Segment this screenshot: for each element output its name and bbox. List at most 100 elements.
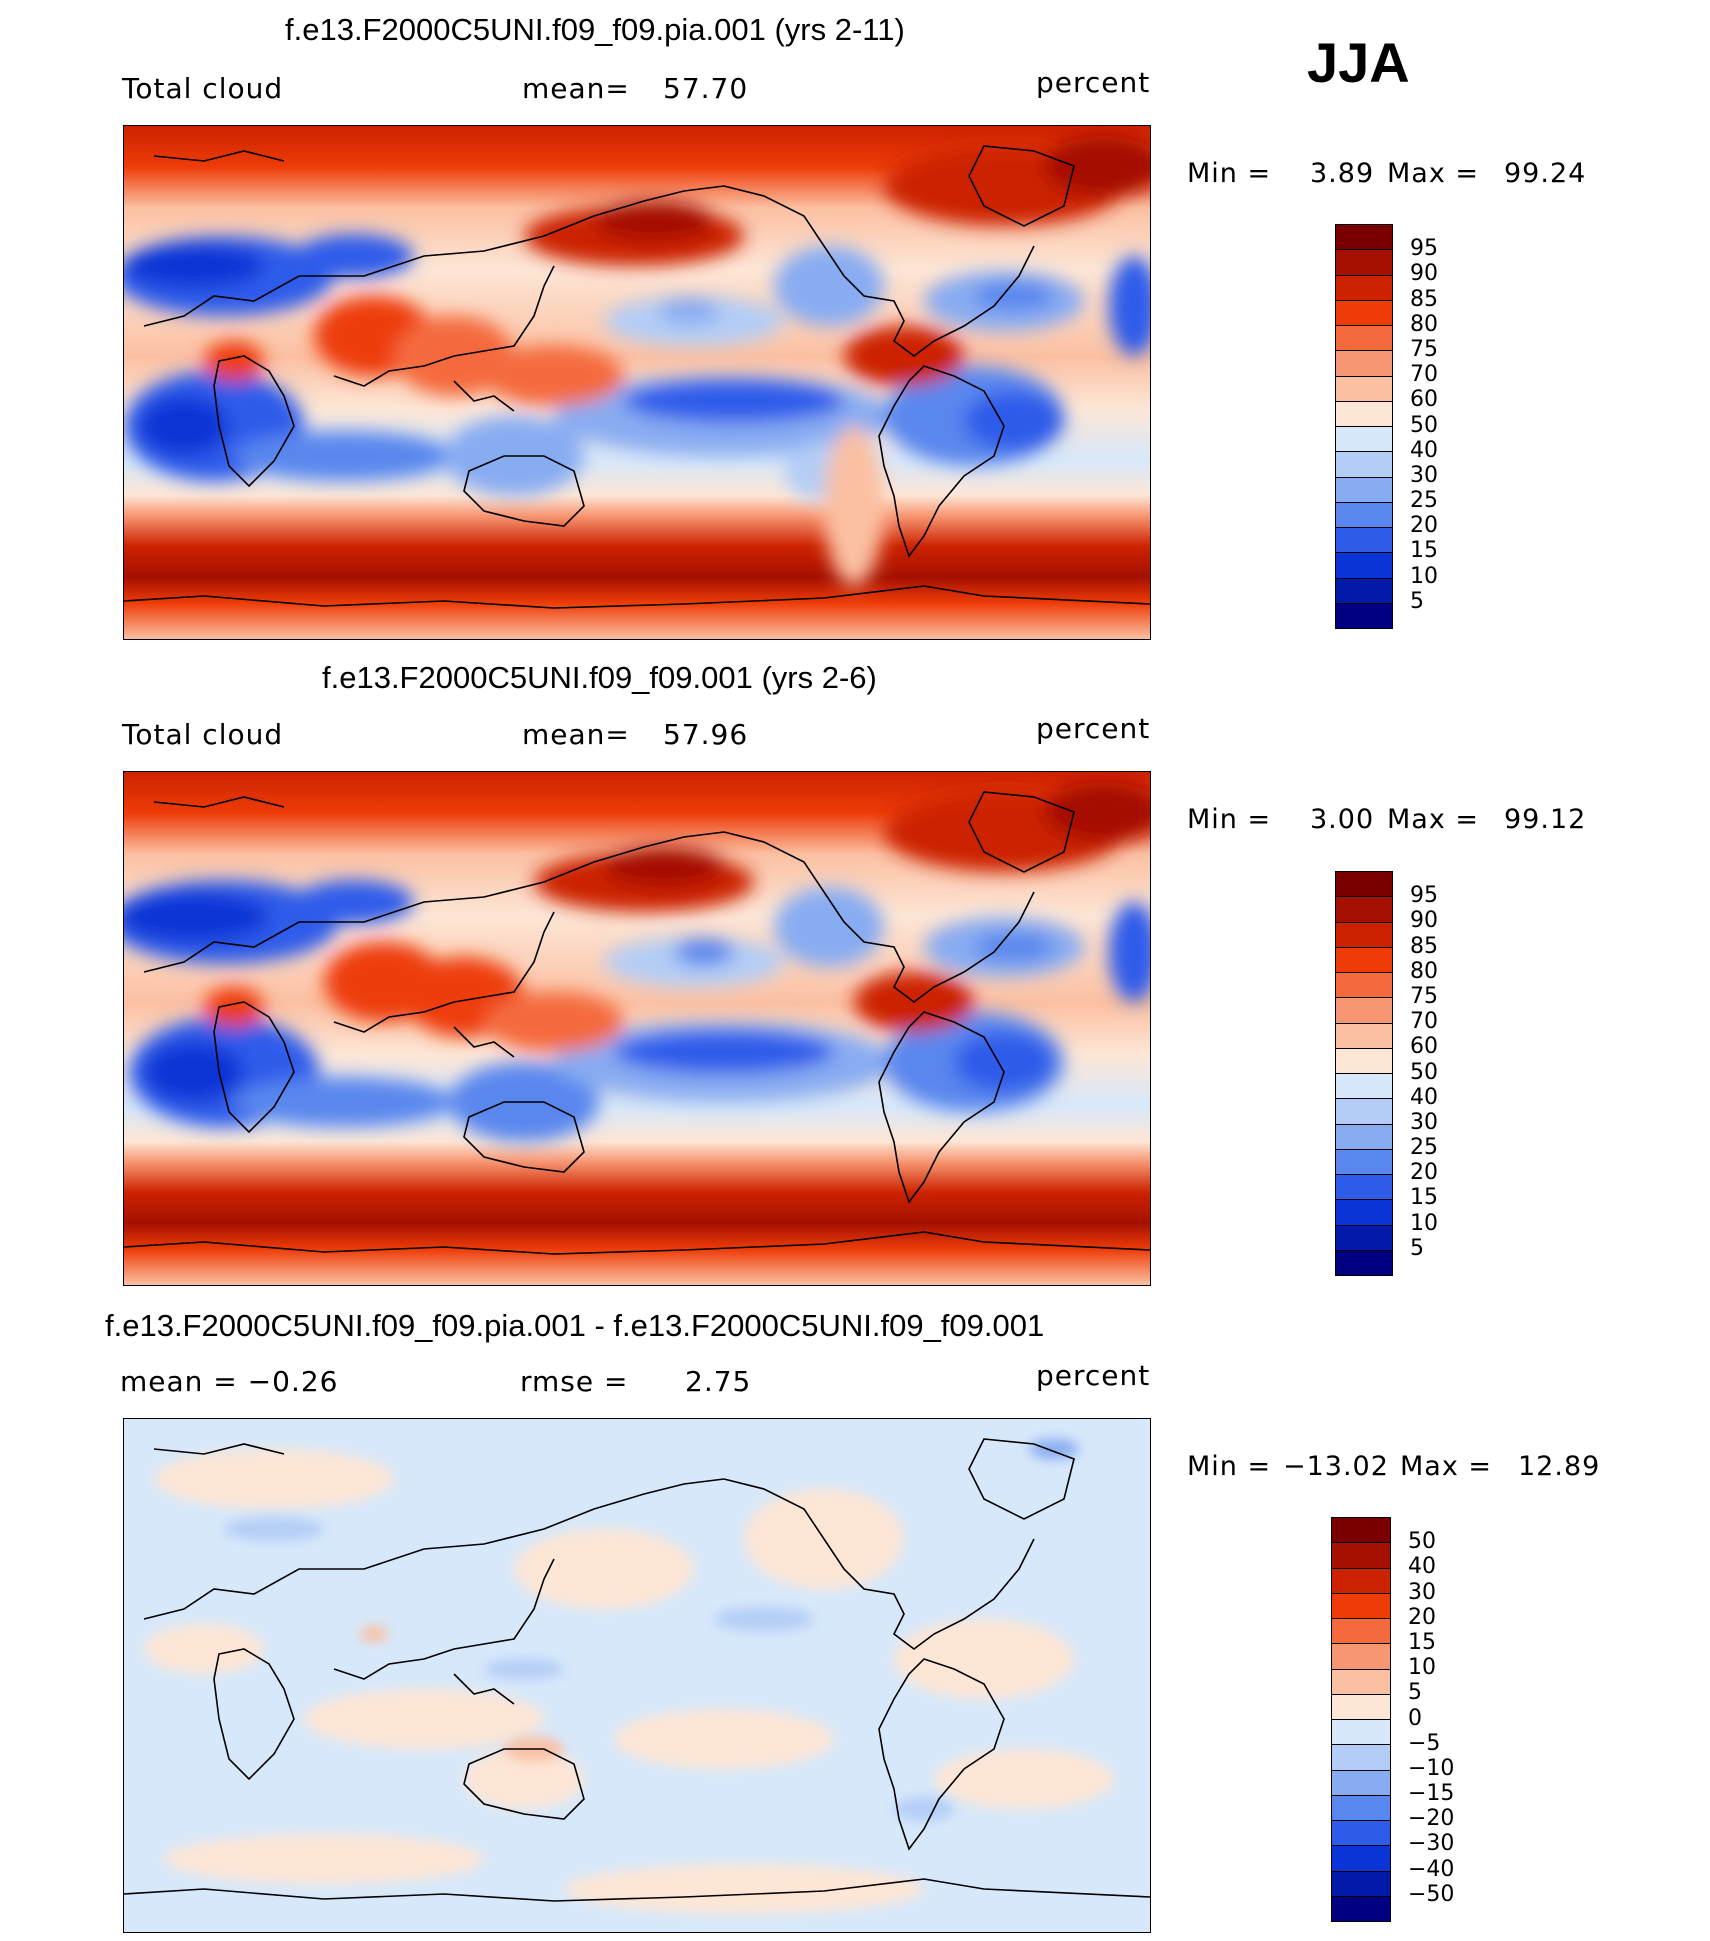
colorbar-tick-label: 25 [1410, 488, 1438, 514]
colorbar-tick-label: 15 [1410, 1185, 1438, 1211]
colorbar-swatch [1336, 577, 1392, 603]
colorbar-swatch [1336, 1047, 1392, 1073]
colorbar-tick-label: 0 [1408, 1705, 1422, 1731]
colorbar-tick-label: 90 [1410, 908, 1438, 934]
colorbar-swatch [1336, 400, 1392, 426]
panel-2-mean-label: mean= [522, 718, 630, 751]
colorbar-swatch [1336, 1224, 1392, 1250]
colorbar-swatch [1332, 1542, 1390, 1568]
panel-2-units: percent [1036, 712, 1151, 745]
panel-1-max-value: 99.24 [1504, 158, 1587, 189]
colorbar-swatch [1336, 1073, 1392, 1099]
panel-2-mean-value: 57.96 [663, 718, 749, 751]
colorbar-tick-label: −40 [1408, 1856, 1455, 1882]
colorbar-swatch [1332, 1643, 1390, 1669]
colorbar-tick-label: 20 [1410, 513, 1438, 539]
season-label: JJA [1307, 31, 1410, 94]
colorbar-tick-label: 10 [1410, 563, 1438, 589]
panel-3-title: f.e13.F2000C5UNI.f09_f09.pia.001 - f.e13… [105, 1308, 1045, 1343]
colorbar-tick-label: 80 [1410, 311, 1438, 337]
colorbar-tick-label: −50 [1408, 1881, 1455, 1907]
colorbar-tick-label: 15 [1410, 538, 1438, 564]
panel-3-max-label: Max = [1400, 1451, 1493, 1482]
colorbar-tick-label: 70 [1410, 1009, 1438, 1035]
colorbar-tick-label: 15 [1408, 1629, 1436, 1655]
colorbar-tick-label: 20 [1408, 1604, 1436, 1630]
panel-1-title: f.e13.F2000C5UNI.f09_f09.pia.001 (yrs 2-… [285, 12, 905, 47]
panel-3-mean: mean = −0.26 [120, 1365, 339, 1398]
colorbar-tick-label: −20 [1408, 1806, 1455, 1832]
panel-3-map [123, 1418, 1151, 1933]
colorbar-swatch [1336, 501, 1392, 527]
colorbar-swatch [1336, 325, 1392, 351]
colorbar-swatch [1332, 1518, 1390, 1543]
colorbar-swatch [1332, 1618, 1390, 1644]
panel-1-cloud-field [124, 126, 1150, 639]
colorbar-swatch [1332, 1794, 1390, 1820]
colorbar-tick-label: 5 [1410, 588, 1424, 614]
colorbar-swatch [1336, 1148, 1392, 1174]
colorbar-swatch [1332, 1668, 1390, 1694]
panel-1-max-label: Max = [1387, 158, 1480, 189]
colorbar-tick-label: 10 [1410, 1210, 1438, 1236]
colorbar-tick-label: 95 [1410, 883, 1438, 909]
colorbar-swatch [1336, 1022, 1392, 1048]
colorbar-swatch [1336, 1199, 1392, 1225]
colorbar-swatch [1336, 451, 1392, 477]
panel-3-units: percent [1036, 1359, 1151, 1392]
panel-2-coastlines [124, 791, 1150, 1255]
colorbar-tick-label: 30 [1408, 1579, 1436, 1605]
colorbar-swatch [1336, 602, 1392, 628]
colorbar-tick-label: 5 [1408, 1680, 1422, 1706]
colorbar-tick-label: 40 [1408, 1554, 1436, 1580]
colorbar-swatch [1332, 1719, 1390, 1745]
panel-2-variable: Total cloud [122, 718, 284, 751]
panel-1-units: percent [1036, 66, 1151, 99]
colorbar-swatch [1332, 1820, 1390, 1846]
colorbar-tick-label: 60 [1410, 1034, 1438, 1060]
colorbar-tick-label: 5 [1410, 1235, 1424, 1261]
colorbar-swatch [1336, 476, 1392, 502]
colorbar-swatch [1336, 274, 1392, 300]
panel-2-map [123, 771, 1151, 1286]
panel-2-min-value: 3.00 [1310, 804, 1375, 835]
colorbar-tick-label: 75 [1410, 336, 1438, 362]
colorbar-swatch [1336, 375, 1392, 401]
colorbar-tick-label: 40 [1410, 1084, 1438, 1110]
colorbar-tick-label: 30 [1410, 462, 1438, 488]
colorbar-tick-label: −5 [1408, 1730, 1441, 1756]
panel-1-coastlines [124, 145, 1150, 609]
colorbar-tick-label: 80 [1410, 958, 1438, 984]
colorbar-swatch [1336, 997, 1392, 1023]
panel-1-map [123, 125, 1151, 640]
colorbar-swatch [1336, 921, 1392, 947]
colorbar-swatch [1336, 426, 1392, 452]
colorbar-swatch [1336, 299, 1392, 325]
panel-1-mean-value: 57.70 [663, 72, 749, 105]
colorbar-swatch [1336, 872, 1392, 897]
colorbar-swatch [1332, 1567, 1390, 1593]
panel-3-max-value: 12.89 [1518, 1451, 1601, 1482]
colorbar-tick-label: −15 [1408, 1781, 1455, 1807]
colorbar-tick-label: 50 [1408, 1529, 1436, 1555]
colorbar-tick-label: 50 [1410, 1059, 1438, 1085]
colorbar-swatch [1332, 1870, 1390, 1896]
colorbar-swatch [1332, 1895, 1390, 1921]
colorbar-swatch [1336, 527, 1392, 553]
panel-3-colorbar [1331, 1517, 1391, 1922]
panel-2-max-value: 99.12 [1504, 804, 1587, 835]
panel-3-coastlines [124, 1438, 1150, 1902]
colorbar-swatch [1336, 1174, 1392, 1200]
colorbar-swatch [1336, 946, 1392, 972]
colorbar-swatch [1336, 1123, 1392, 1149]
colorbar-tick-label: 50 [1410, 412, 1438, 438]
colorbar-swatch [1336, 1249, 1392, 1275]
panel-3-min-value: −13.02 [1283, 1451, 1389, 1482]
panel-1-variable: Total cloud [122, 72, 284, 105]
colorbar-swatch [1336, 972, 1392, 998]
colorbar-swatch [1336, 552, 1392, 578]
colorbar-swatch [1336, 896, 1392, 922]
colorbar-swatch [1332, 1845, 1390, 1871]
colorbar-tick-label: 70 [1410, 362, 1438, 388]
panel-3-rmse-value: 2.75 [685, 1365, 752, 1398]
